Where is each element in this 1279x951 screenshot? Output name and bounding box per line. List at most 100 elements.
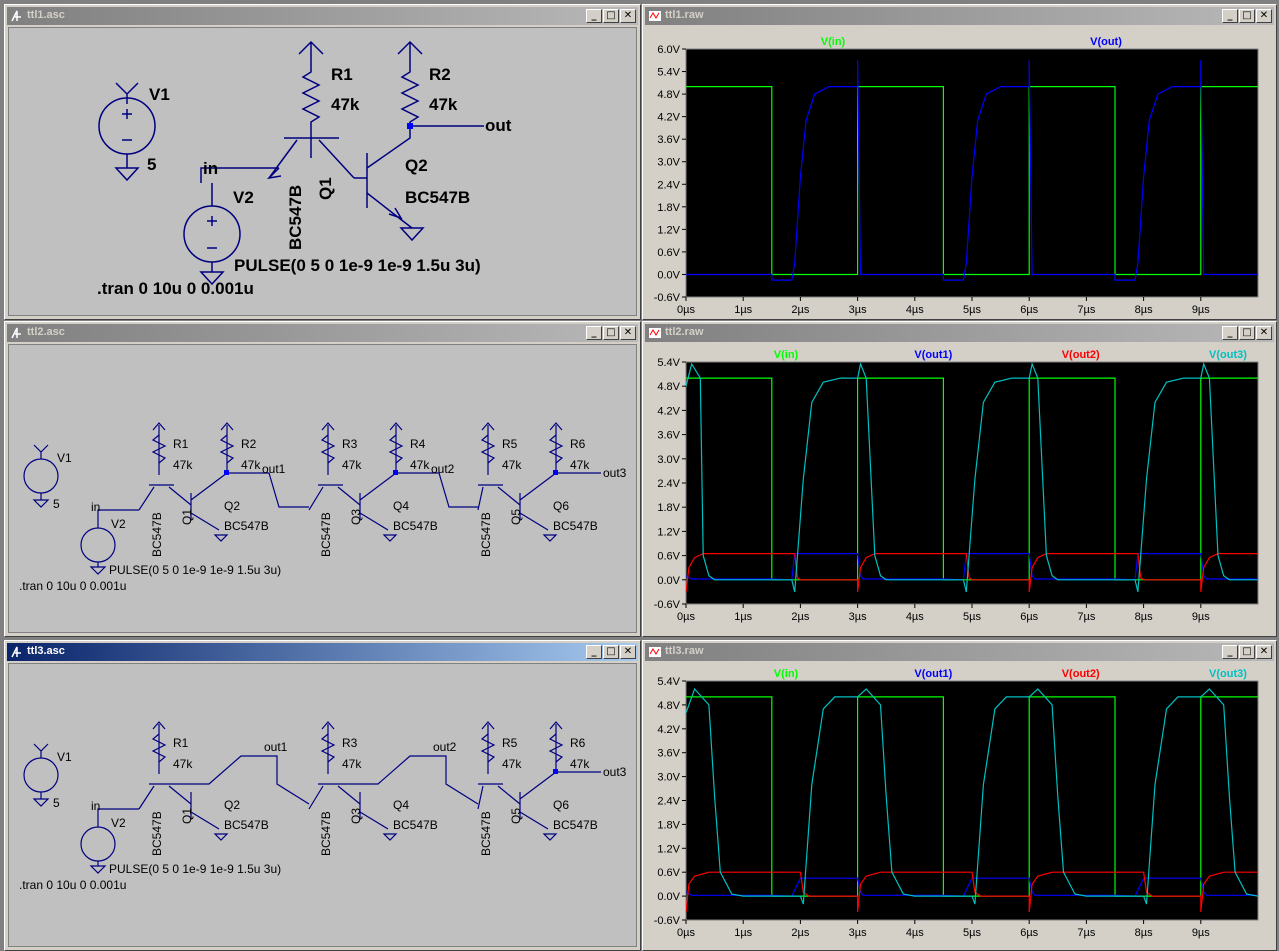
plot-area <box>685 680 1259 921</box>
close-button[interactable]: ✕ <box>620 326 636 340</box>
r3-value: 47k <box>342 458 362 472</box>
v1-source-symbol <box>23 757 59 793</box>
titlebar-ttl1-asc[interactable]: ttl1.asc _ □ ✕ <box>7 7 638 25</box>
window-title: ttl3.raw <box>665 645 704 657</box>
x-tick-label: 5µs <box>963 304 981 316</box>
y-tick-label: 4.8V <box>657 700 680 712</box>
q2-base <box>354 153 368 208</box>
trace-line <box>686 60 1258 281</box>
plot-pane[interactable]: -0.6V 0.0V 0.6V 1.2V 1.8V 2.4V 3.0V 3.6V 4.2V 4.8… <box>646 344 1273 633</box>
minimize-button[interactable]: _ <box>1222 326 1238 340</box>
schematic-canvas[interactable]: V1 5 in V2 R1 47k R2 47k R3 47k R4 47k R… <box>8 344 637 633</box>
waveform-window-ttl2[interactable]: ttl2.raw _ □ ✕ -0.6V 0.0V 0.6V 1.2V 1.8V 2.4V… <box>642 321 1277 637</box>
v2-polarity <box>207 216 217 249</box>
y-tick-label: -0.6V <box>654 599 681 611</box>
restore-button[interactable]: □ <box>603 9 619 23</box>
titlebar-ttl3-raw[interactable]: ttl3.raw _ □ ✕ <box>645 643 1274 661</box>
close-button[interactable]: ✕ <box>1256 645 1272 659</box>
x-tick-label: 4µs <box>906 927 924 939</box>
waveform-plot[interactable]: -0.6V 0.0V 0.6V 1.2V 1.8V 2.4V 3.0V 3.6V 4.2V 4.8… <box>646 344 1275 634</box>
x-tick-label: 8µs <box>1135 927 1153 939</box>
pulse-directive: PULSE(0 5 0 1e-9 1e-9 1.5u 3u) <box>109 563 281 577</box>
r1-label: R1 <box>173 437 189 451</box>
y-tick-label: 4.8V <box>657 89 680 101</box>
in-wire <box>200 167 279 183</box>
minimize-button[interactable]: _ <box>1222 9 1238 23</box>
titlebar-ttl2-asc[interactable]: ttl2.asc _ □ ✕ <box>7 324 638 342</box>
schematic-canvas[interactable]: V1 5 in V2 R1 47k R3 47k R5 47k R6 47k o… <box>8 663 637 947</box>
plot-pane[interactable]: -0.6V 0.0V 0.6V 1.2V 1.8V 2.4V 3.0V 3.6V 4.2V 4.8… <box>646 663 1273 947</box>
waveform-window-ttl1[interactable]: ttl1.raw _ □ ✕ -0.6V 0.0V 0.6V 1.2V 1.8V 2.4V… <box>642 4 1277 320</box>
y-tick-label: 0.6V <box>657 247 680 259</box>
x-tick-label: 3µs <box>849 927 867 939</box>
titlebar-ttl2-raw[interactable]: ttl2.raw _ □ ✕ <box>645 324 1274 342</box>
waveform-plot[interactable]: -0.6V 0.0V 0.6V 1.2V 1.8V 2.4V 3.0V 3.6V 4.2V 4.8… <box>646 27 1275 317</box>
q5-label: Q5 <box>509 808 523 824</box>
q3-model: BC547B <box>319 512 333 557</box>
trace-label: V(out1) <box>914 668 952 680</box>
minimize-button[interactable]: _ <box>586 645 602 659</box>
schematic-app-icon <box>11 327 21 339</box>
x-tick-label: 2µs <box>791 304 809 316</box>
restore-button[interactable]: □ <box>1239 326 1255 340</box>
schematic-drawing[interactable]: V1 5 in V2 R1 47k R2 47k out Q2 BC547B Q… <box>9 28 638 318</box>
trace-line <box>686 871 1258 913</box>
waveform-plot[interactable]: -0.6V 0.0V 0.6V 1.2V 1.8V 2.4V 3.0V 3.6V 4.2V 4.8… <box>646 663 1275 949</box>
waveform-window-ttl3[interactable]: ttl3.raw _ □ ✕ -0.6V 0.0V 0.6V 1.2V 1.8V 2.4V… <box>642 640 1277 951</box>
x-tick-label: 8µs <box>1135 304 1153 316</box>
minimize-button[interactable]: _ <box>586 9 602 23</box>
y-tick-label: -0.6V <box>654 292 681 304</box>
x-tick-label: 2µs <box>791 611 809 623</box>
r1-value: 47k <box>173 458 193 472</box>
titlebar-ttl1-raw[interactable]: ttl1.raw _ □ ✕ <box>645 7 1274 25</box>
schematic-drawing[interactable]: V1 5 in V2 R1 47k R2 47k R3 47k R4 47k R… <box>9 345 638 635</box>
schematic-window-ttl2[interactable]: ttl2.asc _ □ ✕ <box>4 321 641 637</box>
minimize-button[interactable]: _ <box>1222 645 1238 659</box>
close-button[interactable]: ✕ <box>1256 326 1272 340</box>
r4-label: R4 <box>410 437 426 451</box>
schematic-window-ttl3[interactable]: ttl3.asc _ □ ✕ V1 5 in V2 <box>4 640 641 951</box>
v1-ground <box>114 154 140 182</box>
x-tick-label: 2µs <box>791 927 809 939</box>
r5-label: R5 <box>502 736 518 750</box>
y-tick-label: -0.6V <box>654 915 681 927</box>
r2-label: R2 <box>429 65 451 84</box>
close-button[interactable]: ✕ <box>620 645 636 659</box>
trace-line <box>686 687 1258 905</box>
waveform-app-icon <box>649 328 661 338</box>
trace-label: V(in) <box>821 36 846 48</box>
q2-leads <box>366 126 411 219</box>
schematic-window-ttl1[interactable]: ttl1.asc _ □ ✕ <box>4 4 641 320</box>
stage3-resistor-zigzag <box>480 434 564 464</box>
close-button[interactable]: ✕ <box>620 9 636 23</box>
restore-button[interactable]: □ <box>1239 9 1255 23</box>
y-tick-label: 1.2V <box>657 843 680 855</box>
x-tick-label: 0µs <box>677 611 695 623</box>
x-tick-label: 4µs <box>906 611 924 623</box>
q6-model: BC547B <box>553 519 598 533</box>
restore-button[interactable]: □ <box>603 645 619 659</box>
waveform-app-icon <box>649 11 661 21</box>
titlebar-ttl3-asc[interactable]: ttl3.asc _ □ ✕ <box>7 643 638 661</box>
v2-label: V2 <box>111 517 126 531</box>
trace-line <box>686 86 1258 276</box>
schematic-canvas[interactable]: V1 5 in V2 R1 47k R2 47k out Q2 BC547B Q… <box>8 27 637 316</box>
tran-directive: .tran 0 10u 0 0.001u <box>19 579 126 593</box>
y-tick-label: 1.8V <box>657 819 680 831</box>
q3-label: Q3 <box>349 808 363 824</box>
v1-supply-arrow <box>115 82 139 104</box>
restore-button[interactable]: □ <box>603 326 619 340</box>
trace-label: V(in) <box>774 349 799 361</box>
close-button[interactable]: ✕ <box>1256 9 1272 23</box>
v1-value: 5 <box>147 155 156 174</box>
plot-pane[interactable]: -0.6V 0.0V 0.6V 1.2V 1.8V 2.4V 3.0V 3.6V 4.2V 4.8… <box>646 27 1273 316</box>
v2-source-symbol <box>80 527 116 563</box>
schematic-drawing[interactable]: V1 5 in V2 R1 47k R3 47k R5 47k R6 47k o… <box>9 664 638 950</box>
q2-model: BC547B <box>405 188 470 207</box>
trace-label: V(in) <box>774 668 799 680</box>
x-tick-label: 0µs <box>677 304 695 316</box>
restore-button[interactable]: □ <box>1239 645 1255 659</box>
net-out-label: out <box>485 116 512 135</box>
minimize-button[interactable]: _ <box>586 326 602 340</box>
r1-resistor <box>298 40 324 138</box>
